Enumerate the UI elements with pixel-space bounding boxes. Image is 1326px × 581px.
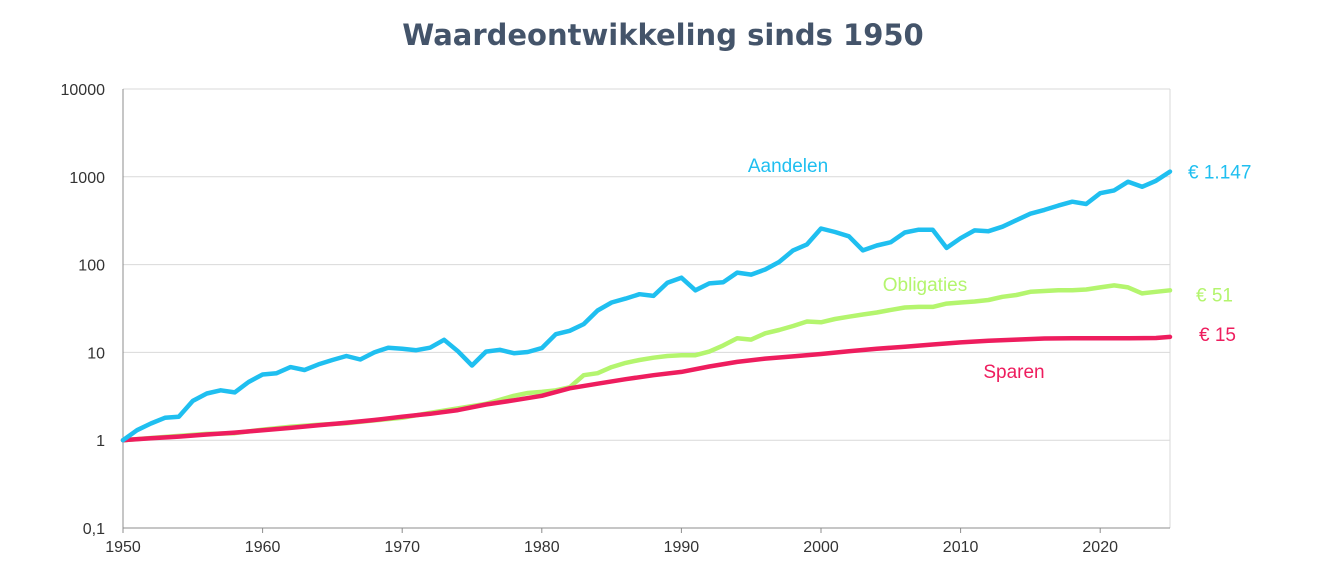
- x-tick-label: 2000: [803, 539, 839, 556]
- series-label-sparen: Sparen: [983, 362, 1044, 383]
- series-line-aandelen: [120, 169, 1173, 443]
- end-value-label-sparen: € 15: [1199, 325, 1236, 346]
- y-tick-label: 1000: [69, 170, 105, 187]
- series-labels: Aandelen € 1.147 Obligaties € 51 Sparen € 15: [748, 156, 1252, 383]
- y-tick-label: 100: [78, 258, 105, 275]
- axes: [122, 89, 1171, 533]
- x-tick-label: 1980: [524, 539, 560, 556]
- series-line-sparen: [120, 334, 1173, 443]
- gridlines: [123, 88, 1170, 529]
- chart-title: Waardeontwikkeling sinds 1950: [402, 18, 924, 52]
- end-value-label-obligaties: € 51: [1196, 285, 1233, 306]
- x-tick-label: 1990: [664, 539, 700, 556]
- y-tick-label: 10: [87, 345, 105, 362]
- y-tick-label: 10000: [61, 82, 106, 99]
- series-label-obligaties: Obligaties: [883, 275, 968, 296]
- end-value-label-aandelen: € 1.147: [1188, 163, 1251, 184]
- x-tick-labels: 1950 1960 1970 1980 1990 2000 2010 2020: [105, 539, 1118, 556]
- y-tick-label: 0,1: [83, 521, 105, 538]
- y-tick-labels: 0,1 1 10 100 1000 10000: [61, 82, 106, 538]
- x-tick-label: 2020: [1082, 539, 1118, 556]
- x-tick-label: 1960: [245, 539, 281, 556]
- x-tick-label: 2010: [943, 539, 979, 556]
- x-tick-label: 1950: [105, 539, 141, 556]
- series-label-aandelen: Aandelen: [748, 156, 828, 177]
- y-tick-label: 1: [96, 433, 105, 450]
- x-tick-label: 1970: [384, 539, 420, 556]
- series-lines: [120, 169, 1173, 443]
